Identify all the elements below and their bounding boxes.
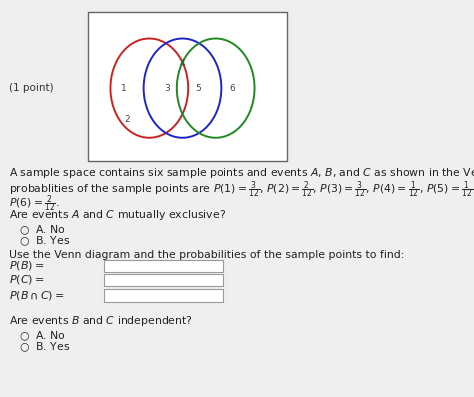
Bar — [104, 260, 223, 272]
Bar — [104, 274, 223, 286]
Text: 2: 2 — [124, 115, 130, 123]
Text: Are events $A$ and $C$ mutually exclusive?: Are events $A$ and $C$ mutually exclusiv… — [9, 208, 227, 222]
Text: 6: 6 — [229, 84, 235, 93]
Text: $\bigcirc$  A. No: $\bigcirc$ A. No — [19, 330, 66, 343]
Text: Use the Venn diagram and the probabilities of the sample points to find:: Use the Venn diagram and the probabiliti… — [9, 250, 405, 260]
Text: $P(6) = \frac{2}{12}$.: $P(6) = \frac{2}{12}$. — [9, 194, 60, 215]
Text: $P(B\cap C) = $: $P(B\cap C) = $ — [9, 289, 65, 302]
Text: 3: 3 — [164, 84, 170, 93]
Text: 4: 4 — [180, 59, 185, 68]
Text: A sample space contains six sample points and events $A$, $B$, and $C$ as shown : A sample space contains six sample point… — [9, 166, 474, 180]
Text: probablities of the sample points are $P(1) = \frac{3}{12}$, $P(2) = \frac{2}{12: probablities of the sample points are $P… — [9, 180, 474, 201]
Text: 5: 5 — [195, 84, 201, 93]
Text: 1: 1 — [121, 84, 127, 93]
Text: $\bigcirc$  A. No: $\bigcirc$ A. No — [19, 223, 66, 237]
Text: $\bigcirc$  B. Yes: $\bigcirc$ B. Yes — [19, 234, 70, 248]
Bar — [104, 289, 223, 302]
Text: Are events $B$ and $C$ independent?: Are events $B$ and $C$ independent? — [9, 314, 193, 328]
Text: (1 point): (1 point) — [9, 83, 54, 93]
Text: $P(C) = $: $P(C) = $ — [9, 274, 45, 286]
Text: $\bigcirc$  B. Yes: $\bigcirc$ B. Yes — [19, 341, 70, 354]
Text: $P(B) = $: $P(B) = $ — [9, 260, 45, 272]
Bar — [88, 12, 287, 161]
